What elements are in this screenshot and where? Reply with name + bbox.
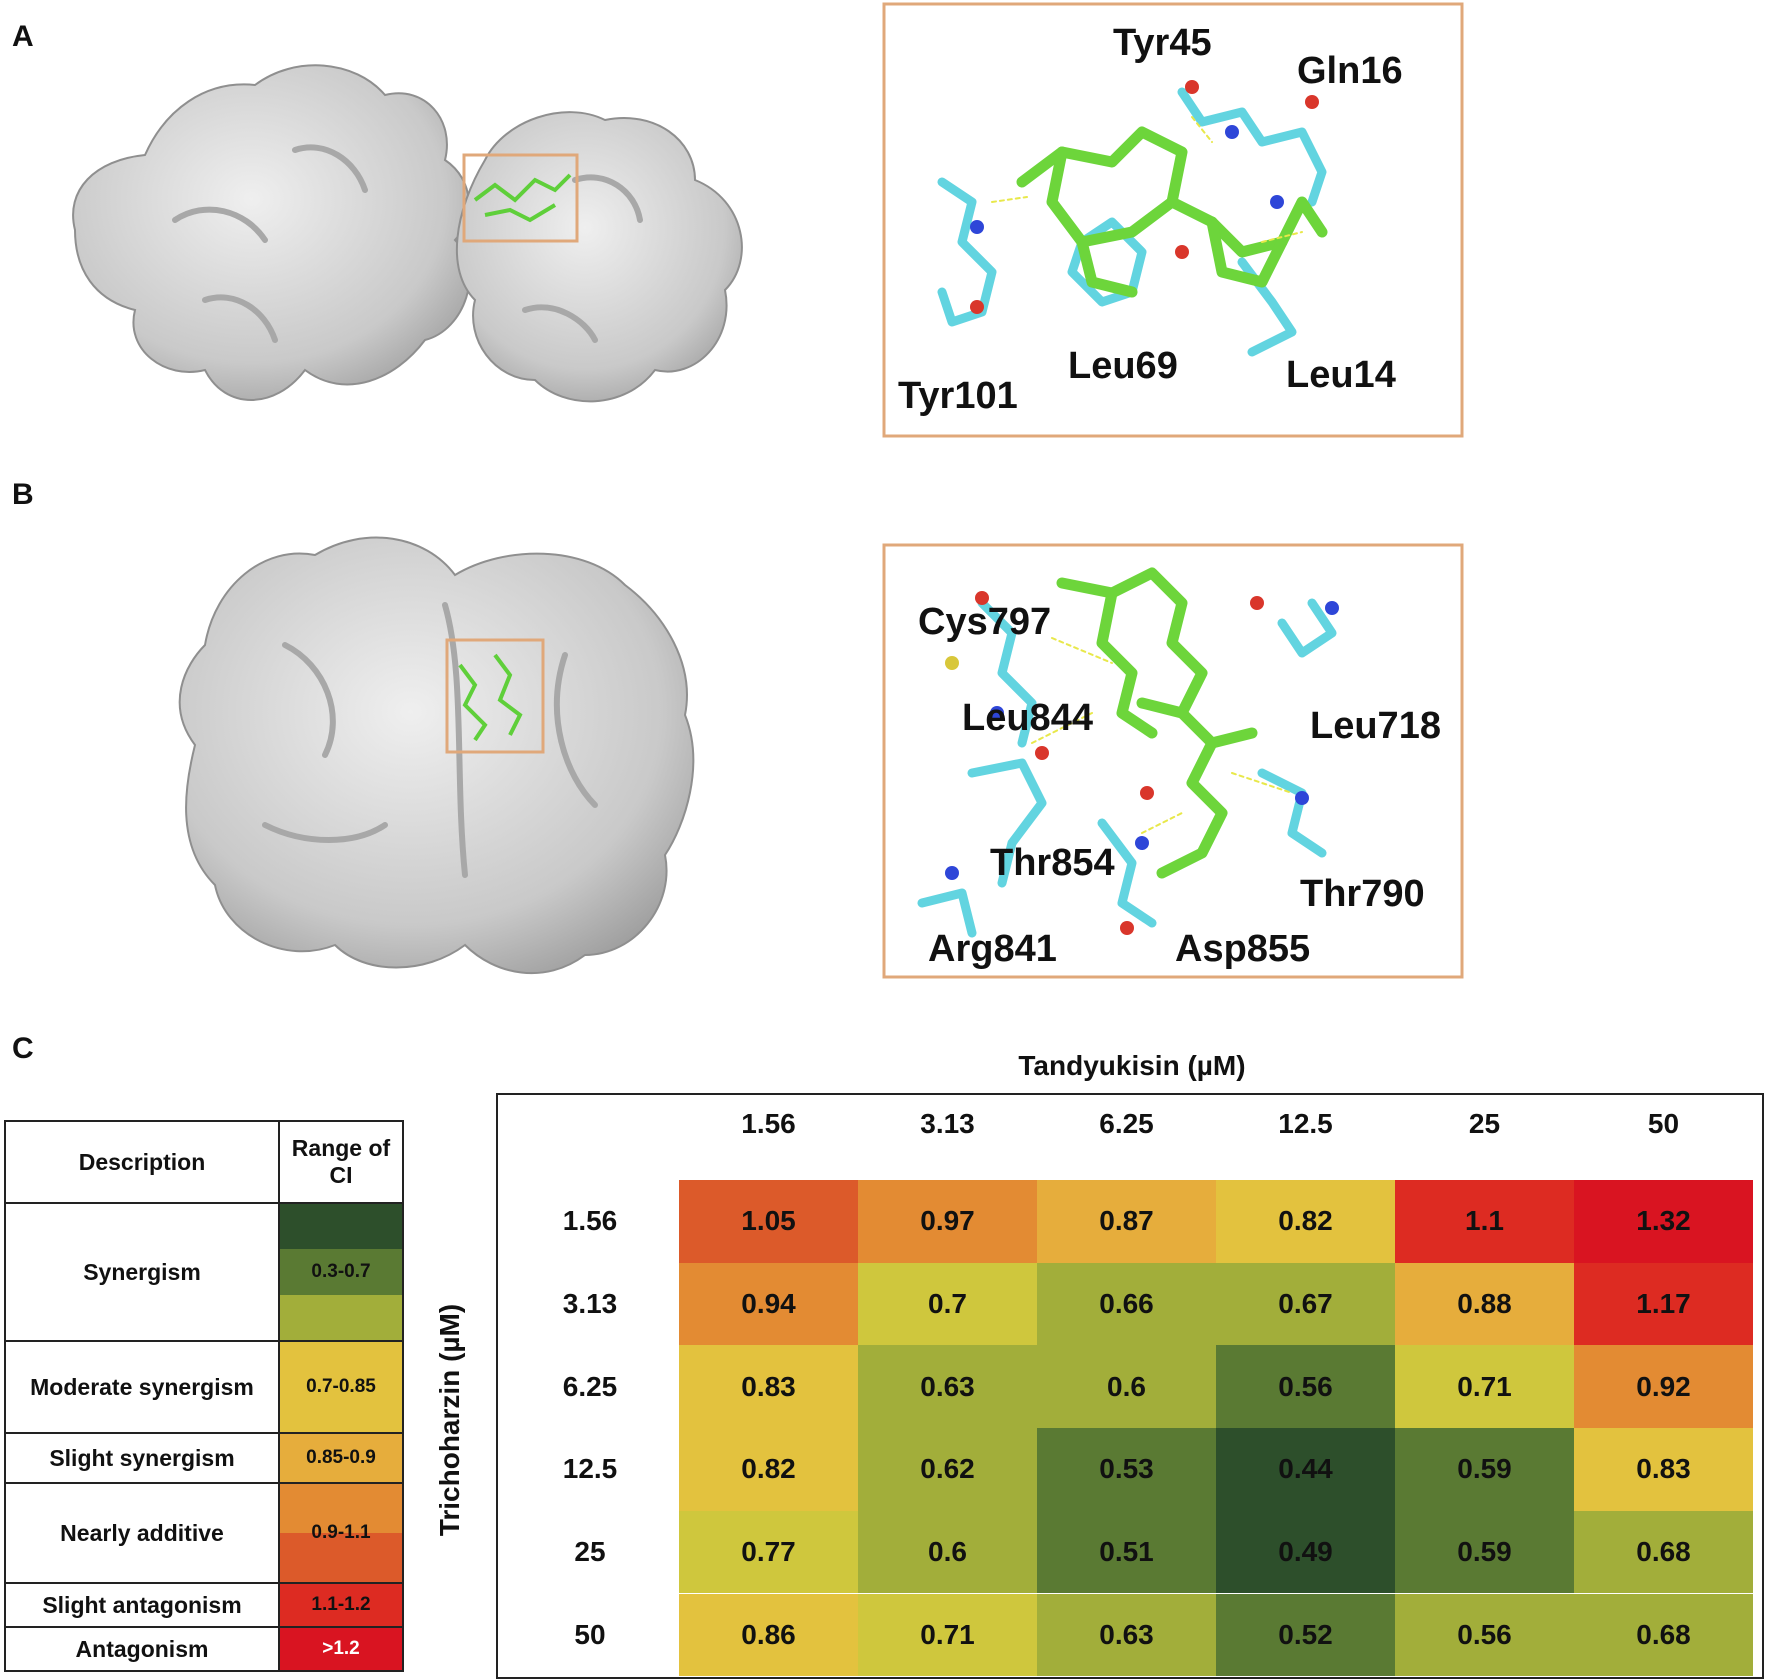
heatmap-cell: 0.97 — [858, 1180, 1037, 1263]
legend-description: Slight antagonism — [4, 1582, 280, 1628]
heatmap-column-header: 25 — [1468, 1108, 1501, 1139]
legend-header-range: Range of CI — [278, 1120, 404, 1204]
heatmap-cell: 1.17 — [1574, 1262, 1753, 1346]
legend-swatch: 0.3-0.7 — [278, 1202, 404, 1342]
heatmap-column-header: 12.5 — [1278, 1108, 1333, 1139]
residue-label: Leu718 — [1310, 705, 1441, 747]
legend-row: Slight synergism 0.85-0.9 — [4, 1432, 404, 1484]
heatmap-cell: 0.68 — [1574, 1593, 1753, 1677]
legend-description: Moderate synergism — [4, 1340, 280, 1434]
panel-label-b: B — [12, 478, 34, 511]
legend-range: 0.9-1.1 — [278, 1482, 404, 1584]
heatmap-cell: 0.7 — [858, 1262, 1037, 1346]
legend-range: 1.1-1.2 — [278, 1582, 404, 1628]
heatmap-row-header: 50 — [574, 1618, 606, 1650]
legend-row: Nearly additive 0.9-1.1 — [4, 1482, 404, 1584]
legend-range: 0.3-0.7 — [280, 1249, 402, 1295]
legend-description: Nearly additive — [4, 1482, 280, 1584]
residue-label: Arg841 — [928, 928, 1057, 970]
residue-label: Thr790 — [1300, 873, 1425, 915]
legend-row: Antagonism >1.2 — [4, 1626, 404, 1672]
legend-row: Synergism 0.3-0.7 — [4, 1202, 404, 1342]
binding-site-box-b — [445, 638, 545, 754]
binding-site-zoom-a — [882, 2, 1464, 438]
heatmap-cell: 1.32 — [1574, 1180, 1753, 1263]
heatmap-x-axis-title: Tandyukisin (µM) — [1018, 1050, 1246, 1081]
residue-label: Leu14 — [1286, 354, 1396, 396]
heatmap-cell: 0.6 — [858, 1510, 1037, 1594]
legend-description: Antagonism — [4, 1626, 280, 1672]
residue-label: Thr854 — [990, 842, 1115, 884]
heatmap-cell: 0.56 — [1216, 1345, 1395, 1429]
heatmap-row-header: 12.5 — [562, 1453, 618, 1485]
legend-description: Synergism — [4, 1202, 280, 1342]
residue-label: Gln16 — [1297, 50, 1403, 92]
heatmap-cell: 1.1 — [1395, 1180, 1574, 1263]
heatmap-row-header: 3.13 — [562, 1288, 618, 1320]
heatmap-cell: 0.56 — [1395, 1593, 1574, 1677]
heatmap-column-header: 50 — [1647, 1108, 1680, 1139]
residue-label: Leu69 — [1068, 345, 1178, 387]
legend-range: 0.7-0.85 — [278, 1340, 404, 1434]
heatmap-cell: 0.92 — [1574, 1345, 1753, 1429]
heatmap-cell: 0.63 — [1037, 1593, 1216, 1677]
heatmap-cell: 0.59 — [1395, 1510, 1574, 1594]
heatmap-cell: 0.86 — [679, 1593, 858, 1677]
heatmap-cell: 0.71 — [858, 1593, 1037, 1677]
heatmap-y-axis-title: Trichoharzin (µM) — [430, 1178, 470, 1662]
legend-row: Slight antagonism 1.1-1.2 — [4, 1582, 404, 1628]
heatmap-cell: 0.62 — [858, 1428, 1037, 1511]
heatmap-cell: 0.67 — [1216, 1262, 1395, 1346]
heatmap-row-header: 1.56 — [562, 1205, 618, 1237]
legend-description: Slight synergism — [4, 1432, 280, 1484]
panel-label-c: C — [12, 1032, 34, 1065]
heatmap-cell: 0.53 — [1037, 1428, 1216, 1511]
legend-row: Moderate synergism 0.7-0.85 — [4, 1340, 404, 1434]
heatmap-cell: 0.63 — [858, 1345, 1037, 1429]
heatmap-row-header: 6.25 — [562, 1370, 618, 1402]
binding-site-zoom-b — [882, 543, 1464, 979]
heatmap-cell: 0.94 — [679, 1262, 858, 1346]
heatmap-cell: 0.6 — [1037, 1345, 1216, 1429]
heatmap-cell: 0.83 — [679, 1345, 858, 1429]
panel-label-a: A — [12, 20, 34, 53]
protein-surface-b — [178, 536, 695, 975]
heatmap-row-header: 25 — [574, 1536, 606, 1568]
heatmap-cell: 0.49 — [1216, 1510, 1395, 1594]
residue-label: Cys797 — [918, 601, 1052, 643]
heatmap-cell: 0.83 — [1574, 1428, 1753, 1511]
heatmap-cell: 0.77 — [679, 1510, 858, 1594]
residue-label: Tyr45 — [1113, 22, 1212, 64]
heatmap-cell: 0.68 — [1574, 1510, 1753, 1594]
residue-label: Asp855 — [1175, 928, 1311, 970]
heatmap-cell: 0.59 — [1395, 1428, 1574, 1511]
heatmap-column-header: 6.25 — [1099, 1108, 1154, 1139]
heatmap-cell: 0.87 — [1037, 1180, 1216, 1263]
heatmap-cell: 0.88 — [1395, 1262, 1574, 1346]
legend-range: >1.2 — [278, 1626, 404, 1672]
legend-range: 0.85-0.9 — [278, 1432, 404, 1484]
ci-legend-table: Description Range of CI Synergism 0.3-0.… — [4, 1120, 404, 1672]
residue-label: Leu844 — [962, 697, 1093, 739]
heatmap-cell: 0.66 — [1037, 1262, 1216, 1346]
heatmap-cell: 0.82 — [1216, 1180, 1395, 1263]
protein-surface-a — [72, 64, 743, 403]
heatmap-y-axis-label: Trichoharzin (µM) — [434, 1303, 465, 1537]
heatmap-column-header: 3.13 — [920, 1108, 975, 1139]
binding-site-box-a — [462, 153, 579, 243]
residue-label: Tyr101 — [898, 375, 1018, 417]
heatmap-column-header: 1.56 — [741, 1108, 796, 1139]
heatmap-cell: 0.71 — [1395, 1345, 1574, 1429]
heatmap-cell: 0.44 — [1216, 1428, 1395, 1511]
heatmap-cell: 1.05 — [679, 1180, 858, 1263]
legend-header-description: Description — [4, 1120, 280, 1204]
heatmap-cell: 0.52 — [1216, 1593, 1395, 1677]
heatmap-cell: 0.51 — [1037, 1510, 1216, 1594]
heatmap-cell: 0.82 — [679, 1428, 858, 1511]
